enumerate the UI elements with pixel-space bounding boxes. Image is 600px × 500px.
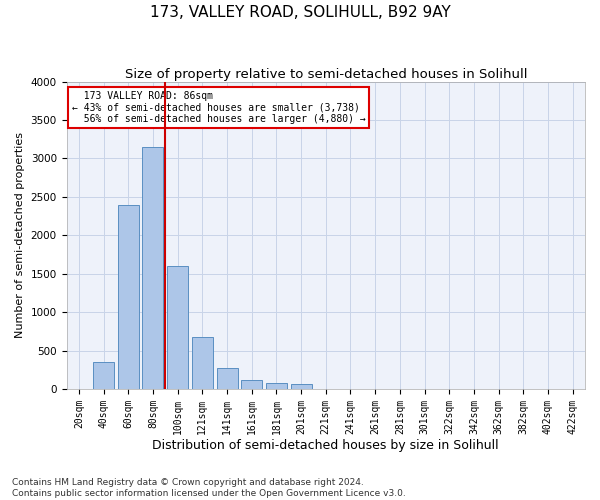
Bar: [217, 368, 238, 389]
X-axis label: Distribution of semi-detached houses by size in Solihull: Distribution of semi-detached houses by …: [152, 440, 499, 452]
Bar: [167, 266, 188, 389]
Title: Size of property relative to semi-detached houses in Solihull: Size of property relative to semi-detach…: [125, 68, 527, 80]
Bar: [241, 380, 262, 389]
Bar: [118, 204, 139, 389]
Bar: [142, 147, 163, 389]
Y-axis label: Number of semi-detached properties: Number of semi-detached properties: [15, 132, 25, 338]
Bar: [192, 336, 213, 389]
Text: 173 VALLEY ROAD: 86sqm
← 43% of semi-detached houses are smaller (3,738)
  56% o: 173 VALLEY ROAD: 86sqm ← 43% of semi-det…: [72, 91, 365, 124]
Text: Contains HM Land Registry data © Crown copyright and database right 2024.
Contai: Contains HM Land Registry data © Crown c…: [12, 478, 406, 498]
Bar: [290, 384, 311, 389]
Text: 173, VALLEY ROAD, SOLIHULL, B92 9AY: 173, VALLEY ROAD, SOLIHULL, B92 9AY: [149, 5, 451, 20]
Bar: [266, 383, 287, 389]
Bar: [93, 362, 114, 389]
